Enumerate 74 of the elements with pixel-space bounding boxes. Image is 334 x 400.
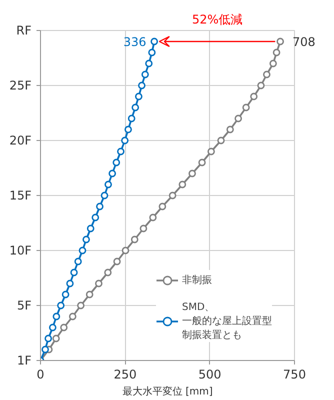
text: 52%低減 [192, 12, 243, 26]
x-tick-label: 0 [36, 368, 44, 382]
point [269, 60, 277, 68]
point [100, 192, 108, 200]
point [188, 170, 196, 178]
x-tick-label: 500 [198, 368, 222, 382]
point [140, 224, 148, 232]
point [124, 126, 132, 134]
point [226, 126, 234, 134]
x-axis-title: 最大水平変位 [mm] [122, 386, 213, 398]
point [66, 280, 74, 288]
y-tick-label: 5F [16, 298, 32, 312]
point [77, 302, 84, 310]
y-tick-label: 25F [9, 78, 32, 92]
point [272, 48, 280, 56]
point [60, 324, 68, 332]
point [130, 236, 138, 244]
point [104, 180, 112, 188]
point [135, 92, 142, 100]
point [263, 70, 270, 78]
data-label: 336 [123, 35, 146, 49]
point [141, 70, 149, 78]
point [62, 290, 70, 298]
data-label: 708 [292, 35, 316, 49]
point [57, 302, 65, 310]
y-tick-label: 10F [9, 244, 32, 258]
point [217, 136, 225, 144]
point [95, 280, 102, 288]
point [132, 104, 140, 112]
y-tick-label: 20F [9, 134, 32, 148]
legend-label: SMD、一般的な屋上設置型制振装置とも [182, 301, 272, 342]
y-tick-label: 15F [9, 188, 32, 202]
point [44, 334, 52, 342]
legend-label: 非制振 [182, 274, 212, 287]
point [149, 214, 157, 222]
point [113, 258, 121, 266]
point [104, 268, 112, 276]
point [257, 82, 265, 90]
point [234, 114, 242, 122]
point [52, 334, 60, 342]
point [158, 202, 166, 210]
point [74, 258, 82, 266]
point [138, 82, 146, 90]
point [242, 104, 250, 112]
point [86, 224, 94, 232]
point [82, 236, 90, 244]
x-tick-label: 750 [283, 368, 306, 382]
point [121, 136, 129, 144]
point [52, 312, 60, 320]
point [150, 38, 158, 46]
point [92, 214, 100, 222]
point [68, 312, 76, 320]
point [42, 346, 49, 354]
y-tick-label: 1F [16, 354, 32, 368]
x-tick-label: 250 [114, 368, 137, 382]
point [108, 170, 116, 178]
point [145, 60, 153, 68]
point [112, 158, 120, 166]
point [122, 246, 130, 254]
point [128, 114, 136, 122]
point [207, 148, 215, 156]
point [48, 324, 56, 332]
point [168, 192, 176, 200]
point [198, 158, 206, 166]
point [250, 92, 258, 100]
y-tick-label: RF [16, 24, 32, 38]
point [117, 148, 124, 156]
point [86, 290, 94, 298]
point [78, 246, 86, 254]
point [276, 38, 284, 46]
point [96, 202, 104, 210]
point [178, 180, 186, 188]
point [148, 48, 156, 56]
point [70, 268, 78, 276]
